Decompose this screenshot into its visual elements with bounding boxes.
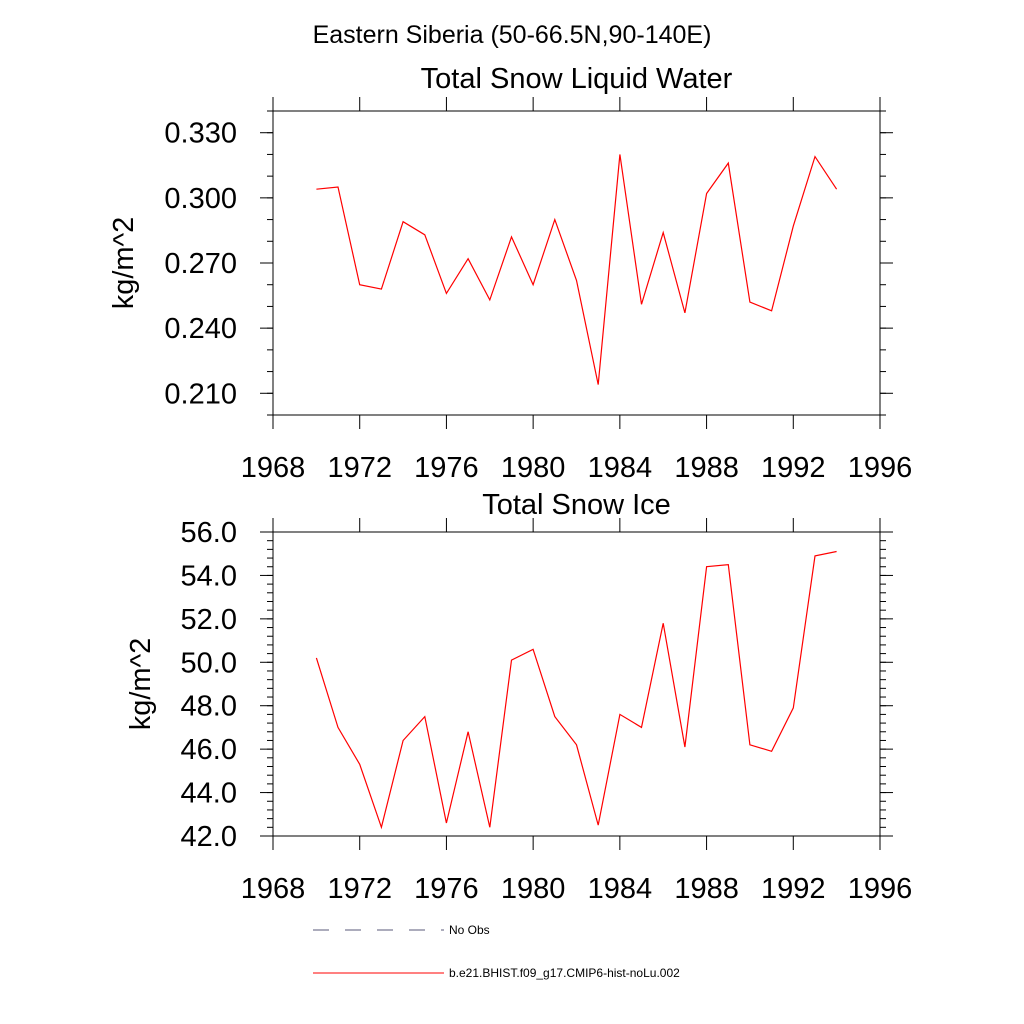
y-tick-label: 50.0 [181, 647, 237, 679]
x-tick-label: 1992 [761, 873, 826, 905]
y-tick-label: 52.0 [181, 604, 237, 636]
x-tick-label: 1988 [674, 873, 739, 905]
x-tick-label: 1972 [327, 873, 392, 905]
legend-entry-model-run: b.e21.BHIST.f09_g17.CMIP6-hist-noLu.002 [313, 966, 680, 980]
y-tick-label: 0.210 [164, 378, 237, 410]
x-tick-label: 1972 [327, 452, 392, 484]
x-tick-label: 1996 [848, 873, 913, 905]
x-tick-label: 1968 [241, 452, 306, 484]
y-tick-label: 0.240 [164, 313, 237, 345]
y-tick-label: 56.0 [181, 517, 237, 549]
y-tick-label: 46.0 [181, 734, 237, 766]
x-tick-label: 1968 [241, 873, 306, 905]
legend-entry-no-obs: No Obs [313, 923, 490, 937]
plot-frame [272, 110, 881, 416]
panel-title: Total Snow Ice [482, 489, 671, 521]
panel-title: Total Snow Liquid Water [421, 63, 733, 95]
x-tick-label: 1996 [848, 452, 913, 484]
legend-label-no-obs: No Obs [449, 923, 490, 937]
legend: No Obs b.e21.BHIST.f09_g17.CMIP6-hist-no… [313, 923, 680, 980]
y-tick-label: 0.330 [164, 118, 237, 150]
y-tick-label: 54.0 [181, 560, 237, 592]
series-line [315, 550, 837, 830]
x-tick-label: 1988 [674, 452, 739, 484]
y-axis-label: kg/m^2 [108, 217, 140, 310]
x-tick-label: 1980 [501, 452, 566, 484]
x-tick-label: 1984 [588, 452, 653, 484]
y-tick-label: 48.0 [181, 691, 237, 723]
plot-frame [272, 531, 881, 837]
snow-ice-panel: Total Snow Ice 1968 1972 1976 1980 1984 1988 19… [125, 489, 912, 905]
y-tick-label: 42.0 [181, 821, 237, 853]
y-axis-label: kg/m^2 [125, 638, 157, 731]
region-title: Eastern Siberia (50-66.5N,90-140E) [313, 21, 712, 49]
legend-label-model-run: b.e21.BHIST.f09_g17.CMIP6-hist-noLu.002 [449, 966, 680, 980]
x-tick-label: 1992 [761, 452, 826, 484]
y-tick-label: 0.270 [164, 248, 237, 280]
x-tick-label: 1976 [414, 873, 479, 905]
x-tick-label: 1976 [414, 452, 479, 484]
y-tick-label: 0.300 [164, 183, 237, 215]
x-tick-label: 1980 [501, 873, 566, 905]
y-tick-label: 44.0 [181, 778, 237, 810]
snow-liquid-water-panel: Total Snow Liquid Water 1968 1972 1976 1980 1… [108, 63, 912, 484]
x-tick-label: 1984 [588, 873, 653, 905]
series-line [316, 154, 838, 385]
